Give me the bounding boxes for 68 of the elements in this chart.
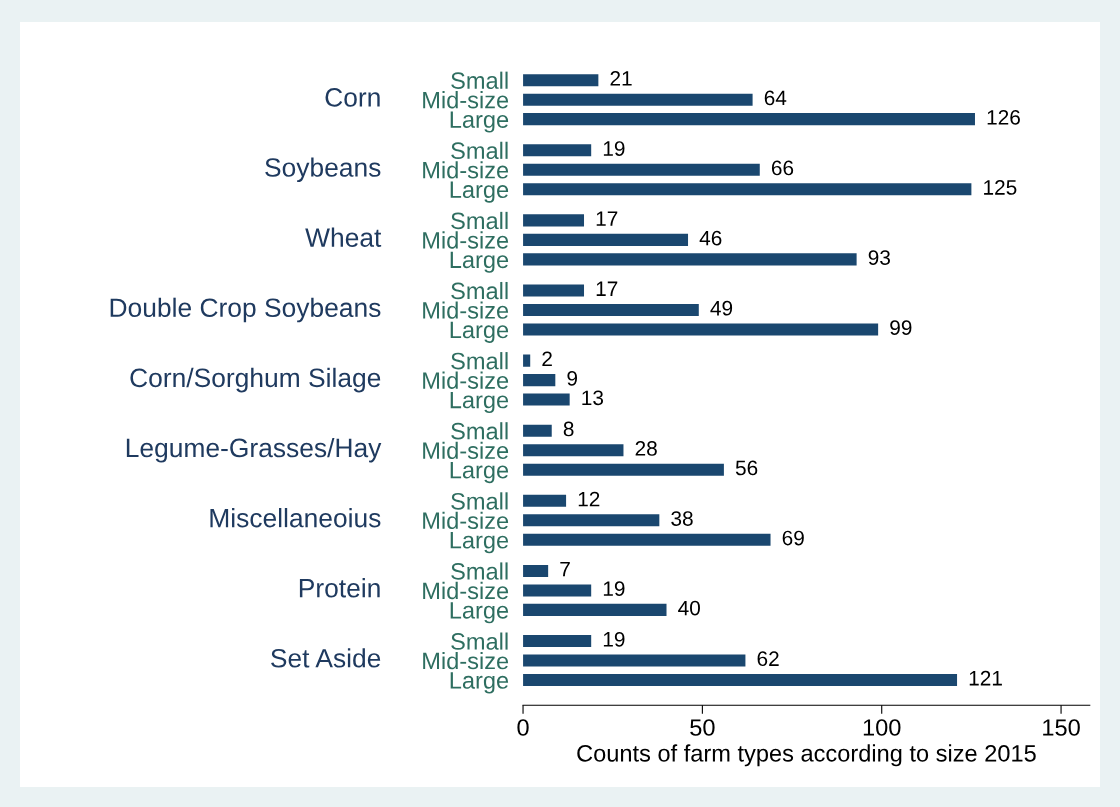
y-tick-label: Large — [450, 672, 509, 694]
y-tick-label: Small — [451, 71, 508, 89]
y-tick-label: Mid-size — [423, 511, 509, 530]
data-label: 62 — [757, 651, 779, 667]
y-tick-label: Mid-size — [423, 581, 509, 600]
data-label: 64 — [764, 90, 787, 106]
y-tick-label: Large — [450, 111, 509, 133]
y-tick-label: Mid-size — [423, 91, 509, 109]
y-tick-label: Small — [451, 632, 508, 650]
data-label: 12 — [578, 491, 600, 507]
data-label: 19 — [603, 141, 625, 156]
data-label: 66 — [771, 160, 794, 176]
y-tick-label: Large — [450, 391, 509, 414]
data-label: 19 — [603, 581, 625, 597]
data-label: 17 — [596, 211, 618, 226]
text: Legume-Grasses/Hay — [126, 437, 382, 463]
y-tick-label: Small — [451, 422, 508, 440]
data-label: 9 — [567, 370, 578, 386]
data-label: 7 — [560, 562, 570, 577]
y-tick-label: Large — [450, 532, 509, 554]
y-tick-label: Large — [450, 461, 509, 484]
y-tick-label: Small — [451, 492, 508, 510]
data-label: 121 — [969, 670, 1002, 686]
data-label: 126 — [987, 109, 1020, 125]
y-tick-label: Mid-size — [423, 161, 509, 179]
y-tick-label: Small — [451, 211, 508, 230]
data-label: 125 — [984, 180, 1017, 195]
data-label: 13 — [582, 390, 604, 406]
text: Protein — [299, 578, 380, 598]
text: Wheat — [305, 227, 382, 247]
data-label: 56 — [735, 460, 758, 476]
y-tick-label: Mid-size — [423, 301, 509, 319]
x-tick-label: 150 — [1043, 719, 1080, 736]
x-tick-label: 100 — [863, 719, 901, 736]
text: Double Crop Soybeans — [110, 297, 381, 323]
data-label: 49 — [710, 300, 733, 316]
data-label: 28 — [635, 441, 657, 456]
text: Corn — [325, 88, 380, 107]
y-tick-label: Small — [451, 352, 508, 370]
y-tick-label: Small — [451, 562, 508, 580]
text: Soybeans — [265, 157, 381, 183]
y-tick-label: Large — [450, 602, 509, 624]
y-tick-label: Mid-size — [423, 651, 509, 670]
text: Miscellaneoius — [210, 508, 381, 528]
y-tick-label: Mid-size — [423, 231, 509, 249]
data-label: 2 — [542, 351, 552, 367]
y-tick-label: Large — [450, 181, 509, 203]
y-tick-label: Mid-size — [423, 371, 509, 389]
data-label: 40 — [678, 600, 700, 616]
data-label: 21 — [610, 71, 632, 86]
data-label: 99 — [890, 320, 912, 336]
y-tick-label: Small — [451, 281, 508, 300]
x-tick-label: 0 — [517, 719, 529, 736]
data-label: 8 — [563, 421, 574, 437]
y-tick-label: Large — [450, 251, 509, 273]
y-tick-label: Mid-size — [423, 441, 509, 459]
text: Set Aside — [271, 648, 381, 668]
y-tick-label: Small — [451, 141, 508, 160]
x-axis-title: Counts of farm types according to size 2015 — [577, 744, 1036, 767]
data-label: 17 — [596, 281, 618, 296]
data-label: 93 — [868, 250, 890, 265]
data-label: 69 — [782, 530, 804, 546]
data-label: 38 — [671, 511, 693, 526]
x-tick-label: 50 — [690, 719, 715, 736]
data-label: 19 — [603, 631, 625, 647]
data-label: 46 — [699, 230, 722, 246]
y-tick-label: Large — [450, 321, 509, 343]
text: Corn/Sorghum Silage — [130, 367, 381, 393]
